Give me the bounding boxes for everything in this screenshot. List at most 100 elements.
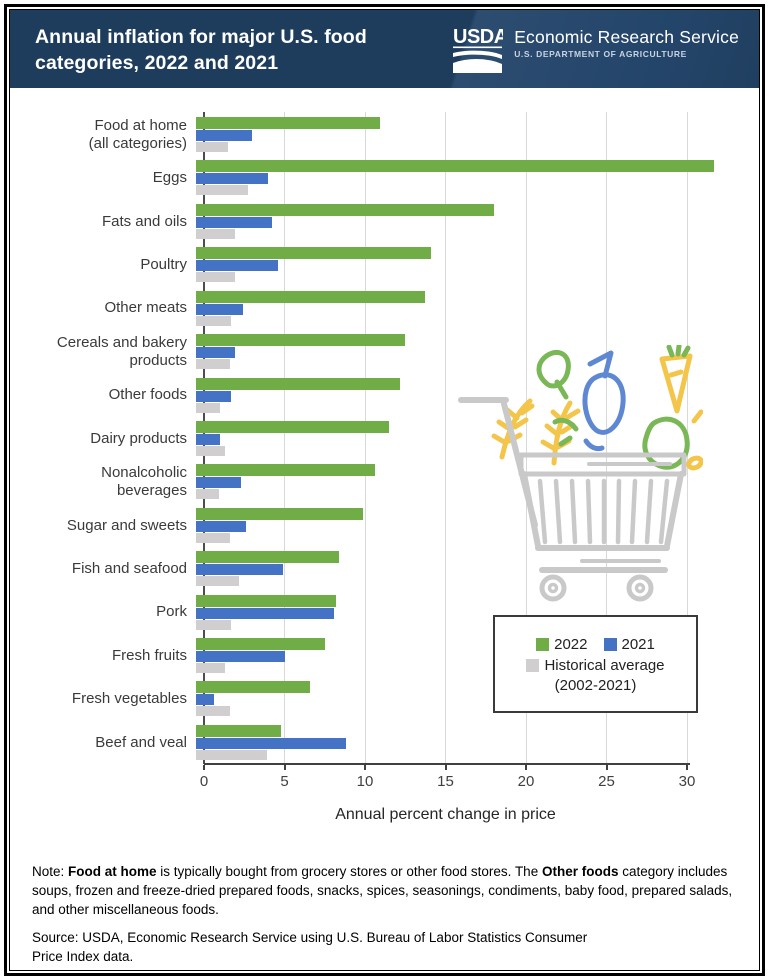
department-name: U.S. DEPARTMENT OF AGRICULTURE xyxy=(514,49,687,59)
category-label: Fats and oils xyxy=(101,212,187,230)
legend-item-2022: 2022 xyxy=(536,636,588,653)
bar-historical-average-2002-2021- xyxy=(196,359,230,370)
bar-historical-average-2002-2021- xyxy=(196,445,225,456)
axis-tick-label: 5 xyxy=(280,773,289,790)
legend-swatch-2021 xyxy=(603,638,617,651)
axis-tick-label: 15 xyxy=(437,773,454,790)
axis-tick xyxy=(203,765,205,770)
bar-historical-average-2002-2021- xyxy=(196,749,267,760)
bar-2021 xyxy=(196,390,232,402)
bar-2021 xyxy=(196,216,272,228)
chart-row: Nonalcoholic beverages xyxy=(10,464,759,507)
bar-historical-average-2002-2021- xyxy=(196,185,248,196)
bar-2022 xyxy=(196,724,282,737)
x-axis-title: Annual percent change in price xyxy=(335,806,556,823)
source-text: Source: USDA, Economic Research Service … xyxy=(32,930,588,964)
bar-group xyxy=(196,507,759,543)
bar-2022 xyxy=(196,507,364,520)
bar-2021 xyxy=(196,694,214,706)
chart-row: Dairy products xyxy=(10,420,759,464)
category-label: Fish and seafood xyxy=(71,559,187,577)
agency-name: Economic Research Service xyxy=(514,27,739,47)
category-label: Poultry xyxy=(140,256,187,274)
page-inner-frame: Annual inflation for major U.S. food cat… xyxy=(9,9,760,971)
bar-chart: Food at home (all categories) Eggs Fats and… xyxy=(10,112,759,832)
bar-2022 xyxy=(196,377,401,390)
chart-row: Eggs xyxy=(10,160,759,203)
bar-group xyxy=(196,160,759,196)
bar-2021 xyxy=(196,303,243,315)
category-label: Dairy products xyxy=(90,429,187,447)
bar-group xyxy=(196,638,759,674)
chart-row: Poultry xyxy=(10,247,759,290)
gridline xyxy=(606,112,607,763)
axis-tick xyxy=(283,765,286,770)
legend-item-historical: Historical average xyxy=(526,657,665,674)
page-frame: Annual inflation for major U.S. food cat… xyxy=(4,4,765,976)
chart-row: Beef and veal xyxy=(10,724,759,768)
bar-historical-average-2002-2021- xyxy=(196,315,232,326)
chart-row: Fresh fruits xyxy=(10,638,759,681)
page-title: Annual inflation for major U.S. food cat… xyxy=(35,24,453,76)
footnotes: Note: Food at home is typically bought f… xyxy=(10,862,759,966)
bar-2022 xyxy=(196,203,494,216)
legend-label-2022: 2022 xyxy=(554,636,588,653)
bar-historical-average-2002-2021- xyxy=(196,532,230,543)
bar-2022 xyxy=(196,681,311,694)
category-label: Nonalcoholic beverages xyxy=(101,464,187,499)
legend-label-historical: Historical average xyxy=(544,657,665,674)
bar-2021 xyxy=(196,607,335,619)
bar-2021 xyxy=(196,433,221,445)
bar-2021 xyxy=(196,477,242,489)
legend-swatch-historical xyxy=(526,659,540,672)
bar-historical-average-2002-2021- xyxy=(196,706,230,717)
chart-row: Cereals and bakery products xyxy=(10,334,759,377)
bar-2022 xyxy=(196,464,375,477)
bar-group xyxy=(196,203,759,239)
category-label: Cereals and bakery products xyxy=(56,334,187,369)
chart-row: Fish and seafood xyxy=(10,551,759,594)
bar-2022 xyxy=(196,290,425,303)
bar-group xyxy=(196,334,759,370)
legend: 2022 2021 Historical average (2002-2021) xyxy=(493,615,698,713)
bar-historical-average-2002-2021- xyxy=(196,489,219,500)
bar-group xyxy=(196,377,759,413)
category-label: Sugar and sweets xyxy=(66,516,187,534)
bar-2022 xyxy=(196,420,390,433)
bar-2021 xyxy=(196,564,283,576)
page-title-line2: categories, 2022 and 2021 xyxy=(35,52,279,74)
bar-2021 xyxy=(196,347,235,359)
x-axis-line xyxy=(204,763,690,765)
header-banner: Annual inflation for major U.S. food cat… xyxy=(10,10,759,88)
bar-2021 xyxy=(196,130,253,141)
note-text: Note: Food at home is typically bought f… xyxy=(32,864,733,917)
bar-historical-average-2002-2021- xyxy=(196,142,229,152)
bar-2022 xyxy=(196,551,340,564)
category-label: Eggs xyxy=(152,169,187,187)
page-title-line1: Annual inflation for major U.S. food xyxy=(35,26,367,48)
axis-tick-label: 10 xyxy=(356,773,374,790)
gridline xyxy=(364,112,366,763)
legend-item-2021: 2021 xyxy=(603,636,655,653)
chart-row: Sugar and sweets xyxy=(10,507,759,551)
grocery-cart-icon xyxy=(458,345,703,602)
axis-tick-label: 30 xyxy=(678,773,696,790)
bar-2022 xyxy=(196,247,432,260)
axis-tick xyxy=(364,765,366,770)
bar-historical-average-2002-2021- xyxy=(196,402,221,413)
agency-block: Economic Research Service U.S. DEPARTMEN… xyxy=(514,26,739,59)
gridline xyxy=(284,112,285,763)
bar-historical-average-2002-2021- xyxy=(196,619,232,630)
category-label: Beef and veal xyxy=(95,733,187,751)
bar-2022 xyxy=(196,334,406,347)
category-label: Fresh fruits xyxy=(111,646,187,664)
bar-2022 xyxy=(196,160,715,173)
axis-tick xyxy=(605,765,608,770)
bar-group xyxy=(196,247,759,283)
bar-2022 xyxy=(196,117,380,129)
gridline xyxy=(525,112,527,763)
axis-tick-label: 20 xyxy=(517,773,535,790)
bar-2022 xyxy=(196,638,325,651)
bar-rows: Food at home (all categories) Eggs Fats and… xyxy=(10,117,759,768)
category-label: Food at home (all categories) xyxy=(88,117,187,152)
